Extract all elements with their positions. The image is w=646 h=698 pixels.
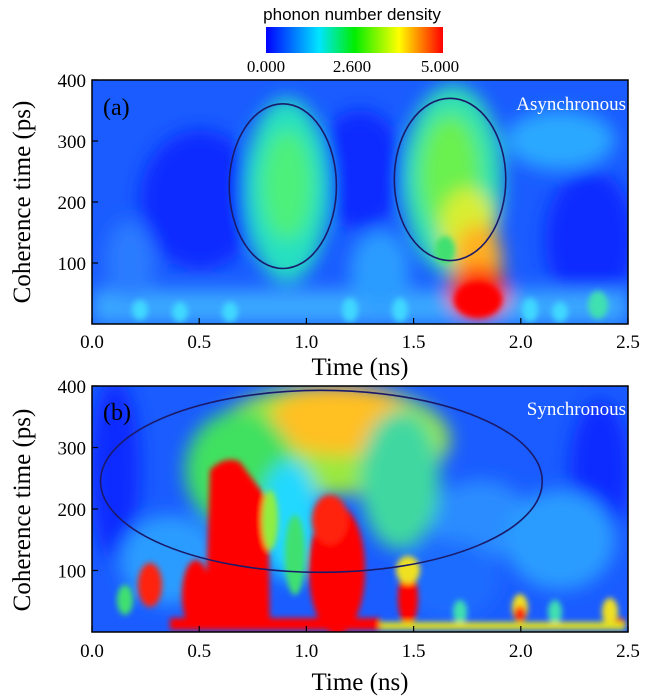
y-axis-title-b: Coherence time (ps) [9,409,36,612]
highlight-ellipse [228,102,338,270]
x-ticks-a: 0.0 0.5 1.0 1.5 2.0 2.5 [80,318,640,353]
x-ticks-b: 0.0 0.5 1.0 1.5 2.0 2.5 [80,626,640,662]
panel-label-a: (a) [103,95,130,121]
y-tick-label: 100 [58,562,87,583]
y-tick-label: 200 [58,500,87,521]
colorbar-tick-mid: 2.600 [333,57,371,76]
colorbar-gradient [266,27,443,53]
y-tick-label: 400 [58,377,87,398]
x-tick-label: 0.5 [187,641,211,662]
colorbar-tick-min: 0.000 [247,57,285,76]
x-tick-label: 2.5 [616,641,640,662]
panel-b: 0.0 0.5 1.0 1.5 2.0 2.5 100 200 300 400 (b) Sync… [9,377,640,696]
x-tick-label: 0.0 [80,641,104,662]
x-tick-label: 2.0 [509,332,533,353]
x-axis-title-a: Time (ns) [311,354,408,381]
panel-a: 0.0 0.5 1.0 1.5 2.0 2.5 100 200 300 400 (a) Asyn… [9,71,640,381]
x-tick-label: 2.5 [616,332,640,353]
y-ticks-a: 100 200 300 400 [58,71,98,275]
y-tick-label: 100 [58,254,87,275]
ellipse-group-b [99,389,544,574]
y-tick-label: 400 [58,71,87,92]
heatmap-b [92,386,628,632]
highlight-ellipse [99,389,544,574]
heatmap-a [92,80,628,324]
x-tick-label: 0.5 [187,332,211,353]
x-tick-label: 2.0 [509,641,533,662]
x-tick-label: 1.0 [295,332,319,353]
x-tick-label: 1.5 [402,332,426,353]
y-tick-label: 300 [58,439,87,460]
ellipse-group-a [228,97,507,270]
y-tick-label: 200 [58,193,87,214]
colorbar: phonon number density 0.000 2.600 5.000 [247,5,459,76]
x-axis-title-b: Time (ns) [311,669,408,696]
y-axis-title-a: Coherence time (ps) [9,101,36,304]
highlight-ellipse [393,97,507,262]
y-ticks-b: 100 200 300 400 [58,377,98,583]
x-tick-label: 0.0 [80,332,104,353]
mode-label-b: Synchronous [527,399,626,420]
x-tick-label: 1.0 [295,641,319,662]
colorbar-title: phonon number density [263,5,441,24]
mode-label-a: Asynchronous [516,94,626,115]
y-tick-label: 300 [58,132,87,153]
colorbar-tick-max: 5.000 [421,57,459,76]
panel-label-b: (b) [103,400,131,426]
x-tick-label: 1.5 [402,641,426,662]
